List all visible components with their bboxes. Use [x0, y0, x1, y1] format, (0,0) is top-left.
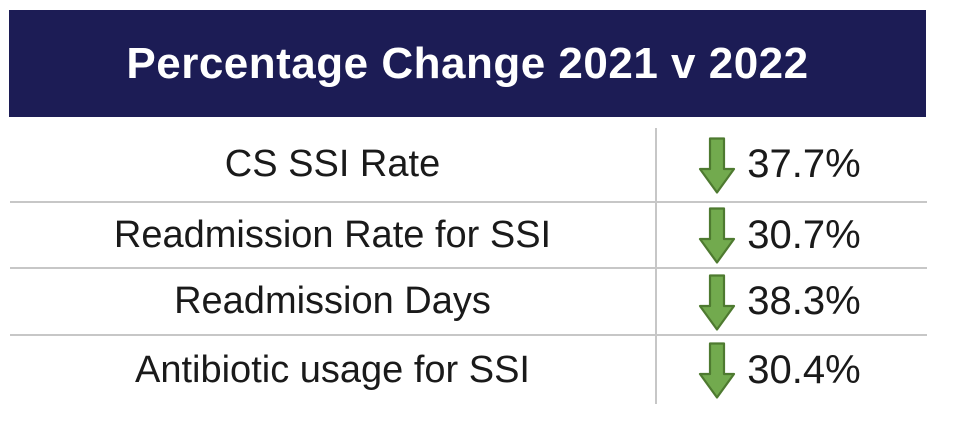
percentage-change-table: CS SSI Rate 37.7% Readmission Rate for S… — [10, 128, 927, 404]
change-cell: 30.7% — [655, 203, 927, 267]
down-arrow-icon — [697, 207, 737, 265]
change-value: 38.3% — [747, 279, 861, 323]
down-arrow-icon — [697, 136, 737, 195]
change-value: 30.4% — [747, 347, 861, 392]
table-row: Readmission Days 38.3% — [10, 267, 927, 334]
metric-label: Readmission Rate for SSI — [113, 213, 552, 256]
table-row: Antibiotic usage for SSI 30.4% — [10, 334, 927, 404]
table-title-bar: Percentage Change 2021 v 2022 — [9, 10, 926, 117]
down-arrow-icon — [697, 342, 737, 400]
change-cell: 30.4% — [655, 336, 927, 404]
down-arrow-icon — [697, 273, 737, 332]
change-value: 37.7% — [747, 142, 861, 186]
table-title: Percentage Change 2021 v 2022 — [126, 38, 809, 88]
metric-label: Antibiotic usage for SSI — [135, 348, 530, 391]
metric-label: CS SSI Rate — [224, 143, 441, 185]
table-row: CS SSI Rate 37.7% — [10, 128, 927, 201]
metric-label: Readmission Days — [174, 280, 491, 322]
change-cell: 38.3% — [655, 269, 927, 334]
table-row: Readmission Rate for SSI 30.7% — [10, 201, 927, 267]
change-cell: 37.7% — [655, 128, 927, 201]
change-value: 30.7% — [747, 212, 861, 257]
